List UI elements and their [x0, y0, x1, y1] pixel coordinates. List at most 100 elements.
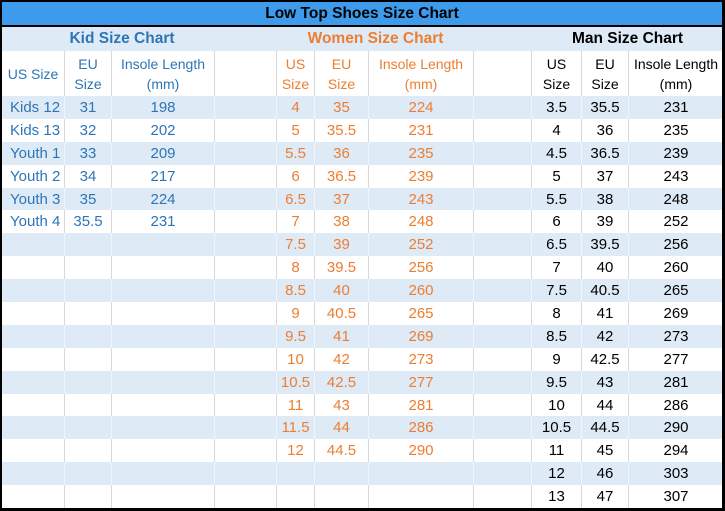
table-cell: 4 — [532, 118, 582, 142]
spacer-cell — [215, 256, 277, 280]
table-cell: 239 — [369, 164, 474, 188]
spacer-cell — [215, 187, 277, 211]
table-row: 13 47 307 — [2, 485, 722, 508]
column-header: EU Size — [65, 51, 112, 96]
table-row: 10 42 273 9 42.5 277 — [2, 347, 722, 371]
spacer-cell — [474, 210, 532, 234]
table-cell: 9.5 — [532, 370, 582, 394]
table-cell — [112, 256, 215, 280]
table-cell — [112, 462, 215, 486]
table-cell: Youth 4 — [2, 210, 65, 234]
table-cell: 36.5 — [582, 141, 629, 165]
table-cell: 281 — [663, 373, 689, 391]
table-cell: 35.5 — [582, 96, 629, 119]
table-row: Kids 12 31 198 4 35 224 3.5 35.5 231 — [2, 96, 722, 119]
table-row: 8 39.5 256 7 40 260 — [2, 256, 722, 280]
table-cell — [65, 439, 112, 463]
table-cell: 39 — [315, 233, 369, 257]
table-cell: 235 — [663, 121, 689, 139]
table-cell — [2, 485, 65, 508]
table-cell: 6 — [277, 164, 315, 188]
table-cell: 12 — [532, 462, 582, 486]
table-cell: 13 — [532, 485, 582, 508]
table-cell — [2, 233, 65, 257]
table-cell: 5 — [277, 118, 315, 142]
table-cell: 39 — [582, 210, 629, 234]
table-cell — [65, 256, 112, 280]
table-cell: 224 — [369, 96, 474, 119]
column-header: US Size — [532, 51, 582, 96]
table-cell: 3.5 — [532, 96, 582, 119]
table-cell: 209 — [112, 141, 215, 165]
table-cell — [2, 256, 65, 280]
table-cell: 9.5 — [277, 324, 315, 348]
spacer-cell — [474, 302, 532, 325]
table-cell: 277 — [663, 350, 689, 368]
table-row: Youth 3 35 224 6.5 37 243 5.5 38 248 — [2, 187, 722, 211]
table-cell: 44.5 — [582, 416, 629, 440]
column-header: EU Size — [582, 51, 629, 96]
table-cell: 239 — [663, 144, 689, 162]
table-cell — [65, 233, 112, 257]
spacer-cell — [474, 233, 532, 257]
table-cell — [112, 485, 215, 508]
table-cell: 252 — [663, 213, 689, 231]
spacer-cell — [215, 233, 277, 257]
table-cell: 260 — [369, 279, 474, 303]
spacer-cell — [474, 118, 532, 142]
table-cell: 7 — [532, 256, 582, 280]
table-cell — [369, 462, 474, 486]
table-cell: 11 — [277, 393, 315, 417]
table-cell: 41 — [315, 324, 369, 348]
spacer-cell — [474, 141, 532, 165]
table-cell — [112, 416, 215, 440]
table-cell: 256 — [663, 236, 689, 254]
table-row: Youth 4 35.5 231 7 38 248 6 39 252 — [2, 210, 722, 234]
table-cell: 44.5 — [315, 439, 369, 463]
table-row: 9.5 41 269 8.5 42 273 — [2, 324, 722, 348]
table-cell: 7 — [277, 210, 315, 234]
table-cell: 224 — [112, 187, 215, 211]
spacer-cell — [215, 51, 277, 96]
table-cell: 269 — [369, 324, 474, 348]
table-cell: 43 — [315, 393, 369, 417]
column-header: Insole Length (mm) — [633, 55, 719, 92]
table-body: Kids 12 31 198 4 35 224 3.5 35.5 231 Kids 13 32 202… — [2, 96, 722, 508]
table-cell — [112, 370, 215, 394]
table-cell: 36 — [315, 141, 369, 165]
table-cell: 37 — [315, 187, 369, 211]
table-cell: 39.5 — [582, 233, 629, 257]
spacer-cell — [215, 393, 277, 417]
section-header-kid: Kid Size Chart — [69, 30, 175, 47]
table-cell: 243 — [663, 167, 689, 185]
table-cell — [277, 462, 315, 486]
section-header-man: Man Size Chart — [571, 30, 684, 47]
table-cell — [2, 416, 65, 440]
spacer-cell — [474, 279, 532, 303]
spacer-cell — [215, 118, 277, 142]
table-cell: 273 — [663, 327, 689, 345]
spacer-cell — [474, 462, 532, 486]
table-cell: 8 — [532, 302, 582, 325]
table-cell: 294 — [663, 442, 689, 460]
table-cell: 8.5 — [532, 324, 582, 348]
spacer-cell — [215, 141, 277, 165]
table-cell: 281 — [369, 393, 474, 417]
table-row: 12 46 303 — [2, 462, 722, 486]
table-cell: 12 — [277, 439, 315, 463]
column-header: US Size — [277, 51, 315, 96]
spacer-cell — [215, 439, 277, 463]
table-cell: 38 — [582, 187, 629, 211]
table-cell — [65, 393, 112, 417]
spacer-cell — [215, 347, 277, 371]
table-cell — [65, 416, 112, 440]
table-cell: 290 — [663, 419, 689, 437]
spacer-cell — [215, 210, 277, 234]
table-cell: 260 — [663, 259, 689, 277]
table-cell — [112, 347, 215, 371]
table-row: 11.5 44 286 10.5 44.5 290 — [2, 416, 722, 440]
table-cell: 243 — [369, 187, 474, 211]
spacer-cell — [474, 347, 532, 371]
table-cell: 286 — [663, 396, 689, 414]
table-cell: 248 — [369, 210, 474, 234]
